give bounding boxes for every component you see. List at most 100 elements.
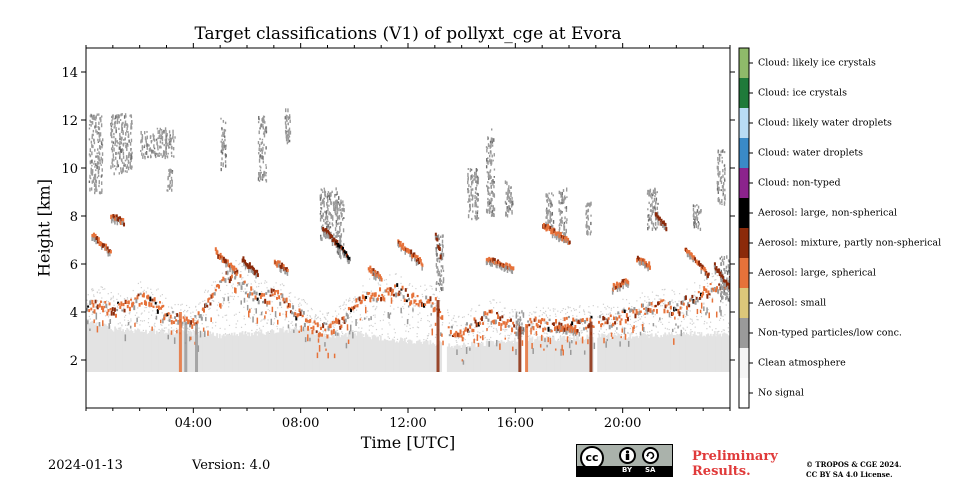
non-typed-cell bbox=[508, 205, 510, 208]
clean-speckle bbox=[91, 290, 93, 292]
clean-speckle bbox=[361, 319, 364, 321]
non-typed-cell bbox=[323, 203, 325, 208]
aerosol-cell bbox=[165, 314, 168, 317]
aerosol-cell bbox=[611, 336, 614, 339]
non-typed-cell bbox=[327, 192, 329, 195]
clean-cell bbox=[169, 332, 172, 372]
clean-speckle bbox=[603, 331, 605, 334]
aerosol-cell bbox=[209, 302, 212, 306]
non-typed-cell bbox=[648, 190, 651, 193]
clean-speckle bbox=[411, 285, 414, 287]
non-typed-cell bbox=[548, 219, 551, 224]
clean-cell bbox=[685, 334, 688, 372]
clean-speckle bbox=[344, 307, 346, 309]
non-typed-cell bbox=[718, 186, 720, 190]
elevated-aerosol-cell bbox=[568, 328, 570, 333]
non-typed-cell bbox=[158, 154, 160, 157]
clean-speckle bbox=[639, 318, 642, 320]
aerosol-cell bbox=[676, 303, 679, 307]
non-typed-cell bbox=[96, 152, 98, 155]
clean-speckle bbox=[226, 319, 228, 321]
aerosol-cell bbox=[504, 324, 507, 328]
non-typed-cell bbox=[471, 195, 474, 200]
clean-speckle bbox=[439, 316, 441, 318]
clean-speckle bbox=[164, 330, 166, 332]
aerosol-cell bbox=[387, 291, 390, 296]
aerosol-cell bbox=[648, 301, 651, 306]
clean-speckle bbox=[540, 324, 542, 326]
non-typed-cell bbox=[440, 274, 443, 277]
clean-speckle bbox=[727, 327, 729, 329]
non-typed-cell bbox=[265, 130, 268, 134]
non-typed-cell bbox=[119, 155, 121, 160]
clean-speckle bbox=[247, 274, 249, 276]
clean-speckle bbox=[400, 282, 402, 285]
clean-speckle bbox=[539, 315, 541, 317]
clean-speckle bbox=[268, 310, 271, 312]
clean-cell bbox=[613, 334, 616, 372]
non-typed-cell bbox=[123, 124, 126, 128]
clean-speckle bbox=[633, 321, 635, 323]
clean-speckle bbox=[686, 326, 688, 328]
elevated-aerosol-cell bbox=[698, 260, 701, 266]
elevated-aerosol-cell bbox=[619, 287, 621, 292]
non-typed-cell bbox=[471, 203, 474, 208]
non-typed-cell bbox=[558, 227, 561, 230]
aerosol-cell bbox=[665, 304, 668, 307]
non-typed-cell bbox=[326, 225, 328, 230]
aerosol-cell bbox=[352, 331, 354, 339]
clean-speckle bbox=[616, 332, 618, 334]
non-typed-cell bbox=[326, 202, 328, 206]
clean-cell bbox=[399, 337, 402, 372]
non-typed-cell bbox=[328, 213, 330, 215]
non-typed-cell bbox=[97, 148, 99, 151]
non-typed-cell bbox=[565, 220, 567, 223]
aerosol-cell bbox=[657, 301, 660, 306]
non-typed-cell bbox=[564, 232, 566, 235]
elevated-aerosol-cell bbox=[256, 273, 259, 278]
aerosol-cell bbox=[553, 326, 556, 332]
non-typed-cell bbox=[149, 135, 152, 138]
clean-speckle bbox=[155, 289, 158, 291]
aerosol-cell bbox=[418, 300, 421, 304]
clean-speckle bbox=[121, 324, 123, 326]
elevated-aerosol-cell bbox=[415, 258, 418, 263]
clean-speckle bbox=[173, 329, 175, 331]
aerosol-cell bbox=[104, 300, 107, 304]
clean-speckle bbox=[721, 331, 723, 333]
aerosol-cell bbox=[349, 324, 352, 332]
aerosol-cell bbox=[616, 317, 619, 321]
clean-cell bbox=[680, 334, 683, 372]
clean-speckle bbox=[107, 300, 110, 303]
non-typed-cell bbox=[552, 220, 555, 224]
non-typed-cell bbox=[120, 171, 123, 175]
clean-speckle bbox=[354, 296, 356, 298]
aerosol-cell bbox=[386, 287, 389, 290]
clean-speckle bbox=[664, 327, 666, 329]
non-typed-cell bbox=[260, 141, 263, 145]
clean-cell bbox=[555, 341, 558, 372]
non-typed-cell bbox=[440, 287, 443, 292]
clean-speckle bbox=[322, 330, 324, 332]
clean-speckle bbox=[703, 302, 705, 304]
aerosol-cell bbox=[468, 330, 471, 333]
non-typed-cell bbox=[488, 199, 491, 203]
clean-speckle bbox=[269, 313, 272, 316]
clean-speckle bbox=[148, 325, 151, 328]
clean-cell bbox=[684, 334, 687, 372]
clean-speckle bbox=[642, 321, 644, 323]
clean-speckle bbox=[661, 305, 663, 307]
non-typed-cell bbox=[321, 189, 323, 192]
clean-speckle bbox=[529, 335, 531, 337]
non-typed-cell bbox=[142, 155, 144, 159]
colorbar-segment bbox=[739, 378, 749, 408]
non-typed-cell bbox=[476, 198, 479, 202]
aerosol-cell bbox=[322, 323, 325, 328]
non-typed-cell bbox=[337, 201, 340, 204]
non-typed-cell bbox=[722, 189, 724, 193]
elevated-aerosol-cell bbox=[544, 224, 547, 229]
clean-cell bbox=[530, 338, 532, 372]
elevated-aerosol-cell bbox=[648, 261, 651, 267]
non-typed-cell bbox=[585, 223, 588, 227]
elevated-aerosol-cell bbox=[657, 215, 660, 220]
